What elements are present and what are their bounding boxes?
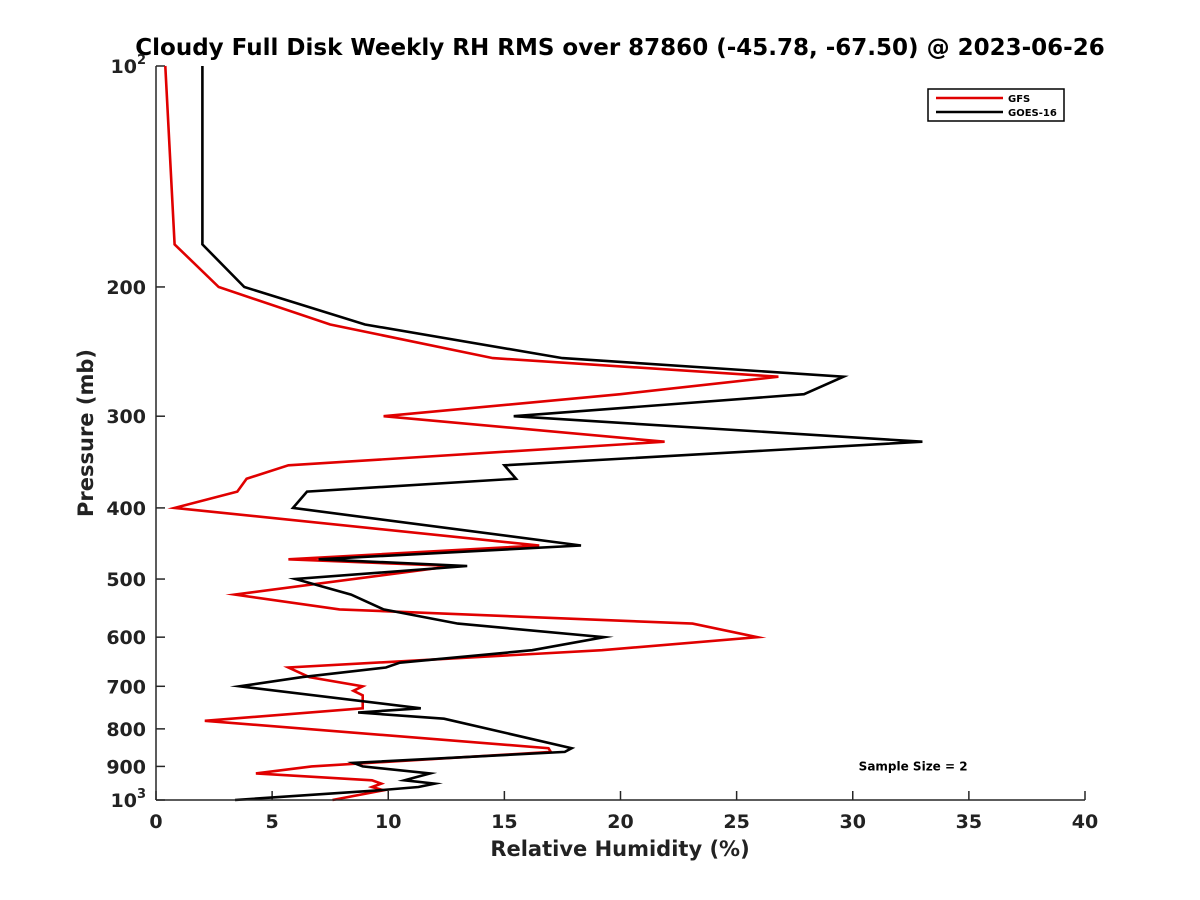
- y-tick-label: 500: [106, 569, 146, 591]
- x-tick-label: 40: [1072, 811, 1098, 833]
- y-tick-label: 700: [106, 676, 146, 698]
- sample-size-annotation: Sample Size = 2: [859, 759, 968, 773]
- y-axis-label: Pressure (mb): [74, 349, 98, 517]
- x-tick-label: 20: [607, 811, 633, 833]
- x-tick-label: 35: [956, 811, 982, 833]
- y-tick-label: 800: [106, 719, 146, 741]
- legend-label-goes-16: GOES-16: [1008, 108, 1057, 119]
- y-tick-label: 103: [111, 787, 147, 812]
- y-tick-label: 900: [106, 756, 146, 778]
- series-layer: [164, 65, 923, 802]
- plot-area: [156, 66, 1085, 800]
- legend-label-gfs: GFS: [1008, 94, 1030, 105]
- x-tick-label: 10: [375, 811, 401, 833]
- series-line-gfs: [164, 65, 779, 802]
- x-axis-ticks: 0 5 10 15 20 25 30 35 40: [149, 791, 1098, 833]
- legend: GFS GOES-16: [927, 88, 1065, 122]
- y-tick-label: 200: [106, 277, 146, 299]
- x-tick-label: 25: [723, 811, 749, 833]
- series-line-goes-16: [201, 66, 923, 802]
- y-tick-label: 102: [111, 53, 147, 78]
- y-tick-label: 600: [106, 627, 146, 649]
- chart-title: Cloudy Full Disk Weekly RH RMS over 8786…: [135, 35, 1104, 61]
- x-tick-label: 15: [491, 811, 517, 833]
- x-tick-label: 30: [840, 811, 866, 833]
- x-tick-label: 0: [149, 811, 162, 833]
- x-axis-label: Relative Humidity (%): [490, 837, 749, 861]
- x-tick-label: 5: [266, 811, 279, 833]
- y-tick-label: 400: [106, 498, 146, 520]
- y-axis-ticks: 102 200 300 400 500 600 700 800 900 103: [106, 53, 165, 812]
- y-tick-label: 300: [106, 406, 146, 428]
- legend-box: [927, 88, 1065, 122]
